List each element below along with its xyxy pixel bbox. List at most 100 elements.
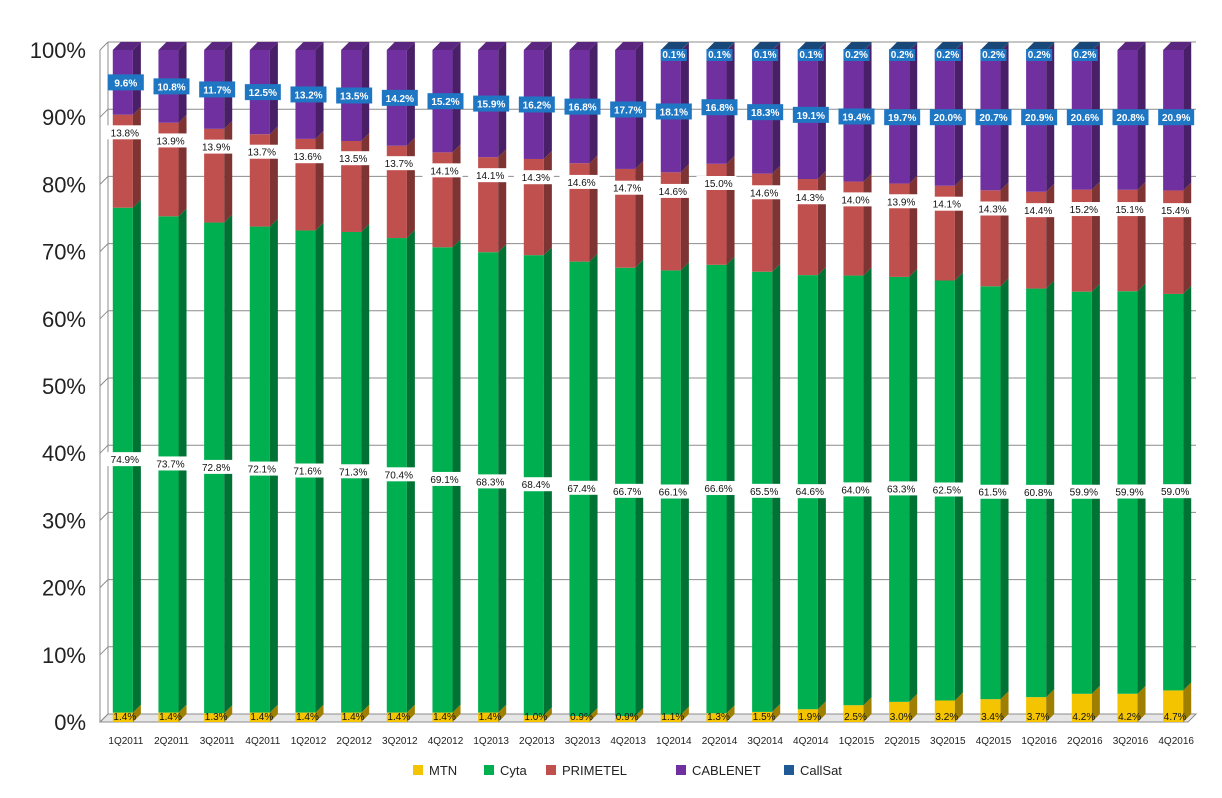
bar-top-1Q2014 bbox=[660, 42, 689, 50]
y-tick-label: 90% bbox=[42, 105, 86, 130]
data-label-cyta: 71.3% bbox=[339, 467, 367, 478]
data-label-callsat: 0.1% bbox=[708, 50, 731, 61]
data-label-cablenet: 19.1% bbox=[797, 111, 825, 122]
bar-side-mtn-2Q2015 bbox=[909, 693, 918, 722]
data-label-cablenet: 16.2% bbox=[523, 100, 551, 111]
data-label-mtn: 4.2% bbox=[1072, 712, 1095, 723]
bar-side-primetel-4Q2015 bbox=[1000, 182, 1009, 287]
label-bg-primetel-3Q2014 bbox=[742, 185, 783, 200]
label-bg-cyta-4Q2012 bbox=[422, 471, 463, 486]
label-bg-primetel-4Q2012 bbox=[422, 163, 463, 178]
label-bg-primetel-3Q2012 bbox=[376, 156, 417, 171]
label-bg-cablenet-3Q2015 bbox=[929, 109, 966, 126]
bar-side-primetel-3Q2014 bbox=[772, 165, 781, 272]
bar-side-mtn-1Q2011 bbox=[132, 704, 141, 722]
data-label-primetel: 14.3% bbox=[522, 173, 550, 184]
bar-top-3Q2011 bbox=[204, 42, 233, 50]
data-label-mtn: 1.4% bbox=[342, 712, 365, 723]
label-bg-cablenet-4Q2011 bbox=[244, 84, 281, 101]
x-tick-label: 2Q2014 bbox=[702, 736, 738, 747]
data-label-cablenet: 12.5% bbox=[249, 88, 277, 99]
data-label-mtn: 1.4% bbox=[433, 712, 456, 723]
label-bg-cyta-4Q2014 bbox=[787, 484, 828, 499]
data-label-cyta: 74.9% bbox=[111, 455, 139, 466]
data-label-cablenet: 20.6% bbox=[1071, 113, 1099, 124]
label-bg-cablenet-2Q2014 bbox=[701, 99, 738, 116]
label-bg-cablenet-1Q2011 bbox=[107, 74, 144, 91]
bar-side-primetel-1Q2016 bbox=[1046, 183, 1055, 289]
data-label-cablenet: 16.8% bbox=[705, 103, 733, 114]
bar-side-mtn-3Q2012 bbox=[406, 704, 415, 722]
label-bg-cablenet-1Q2012 bbox=[290, 86, 327, 103]
data-label-cablenet: 18.3% bbox=[751, 108, 779, 119]
x-tick-label: 4Q2012 bbox=[428, 736, 464, 747]
data-label-cablenet: 20.7% bbox=[979, 113, 1007, 124]
gridline-depth bbox=[99, 41, 109, 51]
data-label-callsat: 0.2% bbox=[891, 50, 914, 61]
bar-side-mtn-1Q2013 bbox=[498, 704, 507, 722]
bar-mtn-3Q2014 bbox=[752, 711, 773, 722]
data-label-mtn: 3.2% bbox=[935, 712, 958, 723]
data-label-cablenet: 11.7% bbox=[203, 85, 231, 96]
bar-side-mtn-1Q2014 bbox=[680, 706, 689, 722]
data-label-mtn: 1.5% bbox=[753, 712, 776, 723]
data-label-cyta: 59.9% bbox=[1070, 488, 1098, 499]
data-label-primetel: 15.1% bbox=[1115, 205, 1143, 216]
label-bg-cyta-2Q2013 bbox=[513, 477, 554, 492]
y-tick-label: 30% bbox=[42, 508, 86, 533]
bar-side-primetel-2Q2014 bbox=[726, 155, 735, 265]
bar-side-callsat-2Q2014 bbox=[726, 42, 735, 51]
y-tick-label: 20% bbox=[42, 576, 86, 601]
gridline-depth bbox=[99, 243, 109, 252]
gridline-depth bbox=[99, 176, 109, 185]
bar-top-4Q2013 bbox=[615, 42, 644, 50]
data-label-mtn: 1.1% bbox=[661, 712, 684, 723]
label-bg-primetel-3Q2016 bbox=[1107, 202, 1148, 217]
bar-side-primetel-3Q2013 bbox=[589, 155, 598, 262]
label-bg-cablenet-2Q2012 bbox=[336, 87, 373, 104]
data-label-cablenet: 17.7% bbox=[614, 105, 642, 116]
bar-mtn-4Q2014 bbox=[797, 709, 818, 722]
bar-side-mtn-3Q2015 bbox=[954, 692, 963, 722]
bar-side-primetel-4Q2012 bbox=[452, 144, 461, 248]
data-label-cyta: 66.1% bbox=[659, 488, 687, 499]
data-label-cablenet: 14.2% bbox=[386, 94, 414, 105]
label-bg-primetel-1Q2011 bbox=[102, 125, 143, 140]
x-tick-label: 2Q2015 bbox=[884, 736, 920, 747]
bar-side-mtn-3Q2016 bbox=[1137, 685, 1146, 722]
legend-swatch-cablenet bbox=[676, 765, 686, 775]
data-label-cyta: 64.0% bbox=[841, 485, 869, 496]
bar-side-mtn-4Q2014 bbox=[817, 701, 826, 722]
bar-top-2Q2016 bbox=[1071, 42, 1100, 50]
label-bg-callsat-4Q2015 bbox=[980, 49, 1007, 61]
label-bg-cablenet-2Q2011 bbox=[153, 78, 190, 95]
data-label-primetel: 13.9% bbox=[887, 197, 915, 208]
bar-side-primetel-2Q2011 bbox=[178, 114, 187, 217]
y-tick-label: 80% bbox=[42, 172, 86, 197]
data-label-cyta: 60.8% bbox=[1024, 488, 1052, 499]
label-bg-primetel-1Q2016 bbox=[1016, 203, 1057, 218]
label-bg-primetel-3Q2011 bbox=[194, 139, 235, 154]
label-bg-primetel-1Q2015 bbox=[833, 192, 874, 207]
bar-mtn-3Q2015 bbox=[934, 700, 955, 722]
bar-top-1Q2015 bbox=[843, 42, 872, 50]
bar-top-3Q2012 bbox=[386, 42, 415, 50]
label-bg-cablenet-4Q2014 bbox=[792, 106, 829, 123]
data-labels: 1.4% 74.9% 13.8% 9.6% 1.4% 73.7% 13.9% 10.8% 1.3… bbox=[102, 49, 1195, 723]
data-label-cablenet: 20.9% bbox=[1025, 113, 1053, 124]
bar-top-4Q2015 bbox=[980, 42, 1009, 50]
data-label-primetel: 13.9% bbox=[202, 143, 230, 154]
bar-mtn-2Q2012 bbox=[341, 712, 362, 722]
bar-side-primetel-3Q2011 bbox=[224, 120, 233, 223]
data-label-cablenet: 10.8% bbox=[157, 82, 185, 93]
y-tick-label: 0% bbox=[54, 710, 86, 735]
label-bg-cyta-2Q2012 bbox=[331, 464, 372, 479]
data-label-primetel: 14.1% bbox=[476, 171, 504, 182]
data-label-mtn: 2.5% bbox=[844, 712, 867, 723]
data-label-cyta: 65.5% bbox=[750, 487, 778, 498]
label-bg-cablenet-1Q2015 bbox=[838, 108, 875, 125]
label-bg-cablenet-2Q2016 bbox=[1066, 109, 1103, 126]
data-label-mtn: 1.3% bbox=[707, 712, 730, 723]
data-label-cablenet: 15.9% bbox=[477, 100, 505, 111]
